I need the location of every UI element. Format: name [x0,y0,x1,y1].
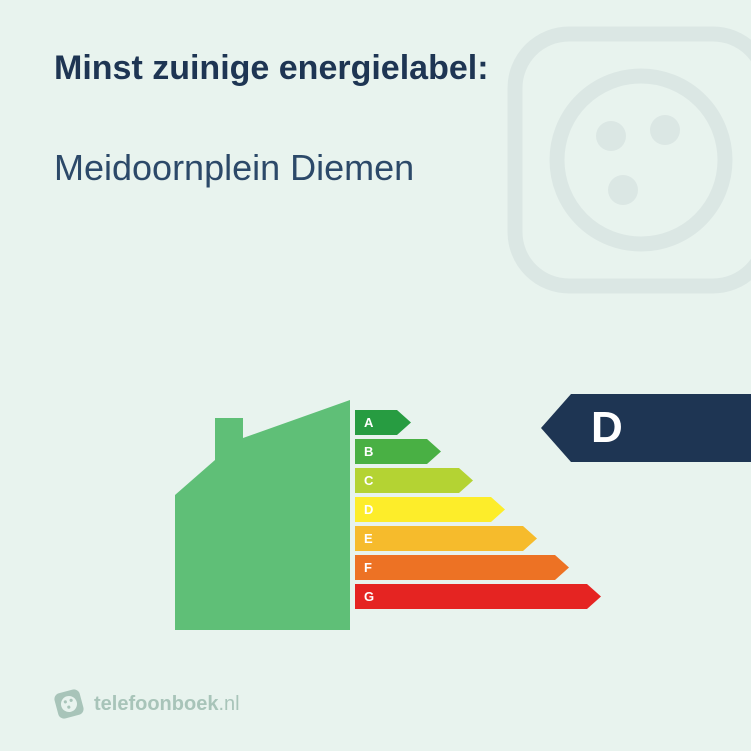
energy-bar-fill: B [355,439,441,464]
energy-bar-fill: A [355,410,411,435]
footer-brand: telefoonboek.nl [94,693,240,716]
energy-bar-fill: C [355,468,473,493]
energy-bar-fill: F [355,555,569,580]
energy-bar-fill: D [355,497,505,522]
energy-bar-fill: E [355,526,537,551]
footer-logo-icon [51,686,88,723]
card-subtitle: Meidoornplein Diemen [54,147,697,189]
house-icon [175,400,350,630]
footer-brand-light: .nl [218,693,239,715]
footer-brand-bold: telefoonboek [94,693,218,715]
energy-bar-fill: G [355,584,601,609]
selected-label-badge: D [541,394,751,462]
card-title: Minst zuinige energielabel: [54,48,697,89]
footer: telefoonboek.nl [54,689,240,719]
energy-label-card: Minst zuinige energielabel: Meidoornplei… [0,0,751,751]
selected-label-text: D [591,403,623,453]
